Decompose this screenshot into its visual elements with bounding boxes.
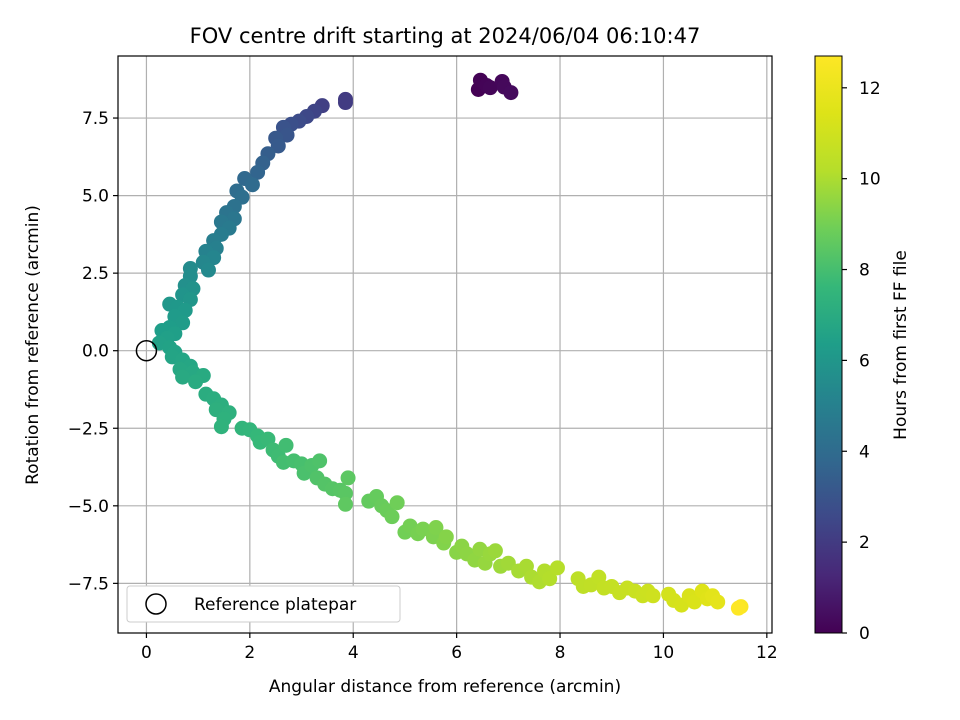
data-point [278,437,294,453]
colorbar: 0 2 4 6 8 10 12 Hours from first FF file [814,55,911,644]
reference-platepar-marker [135,339,158,362]
data-point [175,369,191,385]
data-point [175,315,191,331]
y-tick-label: 7.5 [82,109,109,129]
data-point [482,80,498,96]
data-point [542,571,558,587]
x-axis-ticks: 0 2 4 6 8 10 12 [141,633,778,663]
y-axis-ticks: −7.5 −5.0 −2.5 0.0 2.5 5.0 7.5 [68,109,118,594]
colorbar-tick-label: 2 [859,533,870,553]
x-grid [145,56,768,633]
x-tick-label: 12 [756,643,778,663]
colorbar-tick-label: 4 [859,442,870,462]
plot-frame [117,55,773,634]
colorbar-gradient [814,55,843,634]
data-point [250,164,266,180]
data-point [503,85,519,101]
legend: Reference platepar [126,585,401,623]
legend-box [126,585,401,623]
y-tick-label: −7.5 [68,574,109,594]
legend-label: Reference platepar [194,595,356,615]
colorbar-tick-label: 10 [859,170,881,190]
x-tick-label: 2 [244,643,255,663]
data-point [428,520,444,536]
data-point [549,560,565,576]
data-point [244,177,260,193]
data-point [415,521,431,537]
x-axis-label: Angular distance from reference (arcmin) [269,677,621,697]
x-tick-label: 4 [348,643,359,663]
y-tick-label: 0.0 [82,342,109,362]
colorbar-tick-label: 12 [859,79,881,99]
x-tick-label: 10 [653,643,675,663]
data-point [730,600,746,616]
x-tick-label: 8 [555,643,566,663]
data-point [213,419,229,435]
y-tick-label: −2.5 [68,419,109,439]
data-point [270,138,286,154]
data-point [645,588,661,604]
data-point [438,529,454,545]
chart-title: FOV centre drift starting at 2024/06/04 … [190,24,701,48]
data-point [389,495,405,511]
data-point [188,374,204,390]
data-point [279,127,295,143]
data-point [200,262,216,278]
colorbar-tick-label: 0 [859,624,870,644]
data-point [337,485,353,501]
scatter-points [151,72,749,616]
legend-marker [145,593,167,615]
colorbar-label: Hours from first FF file [891,250,911,440]
data-point [710,594,726,610]
data-point [337,496,353,512]
y-grid [118,117,772,584]
data-point [500,555,516,571]
y-tick-label: 2.5 [82,264,109,284]
data-point [487,543,503,559]
data-point [686,594,702,610]
data-point [384,509,400,525]
colorbar-ticks: 0 2 4 6 8 10 12 [842,79,881,644]
y-axis-label: Rotation from reference (arcmin) [23,205,43,485]
data-point [337,95,353,111]
x-tick-label: 0 [141,643,152,663]
colorbar-tick-label: 6 [859,351,870,371]
data-point [312,453,328,469]
y-tick-label: −5.0 [68,497,109,517]
colorbar-tick-label: 8 [859,261,870,281]
y-tick-label: 5.0 [82,187,109,207]
data-point [340,470,356,486]
x-tick-label: 6 [451,643,462,663]
